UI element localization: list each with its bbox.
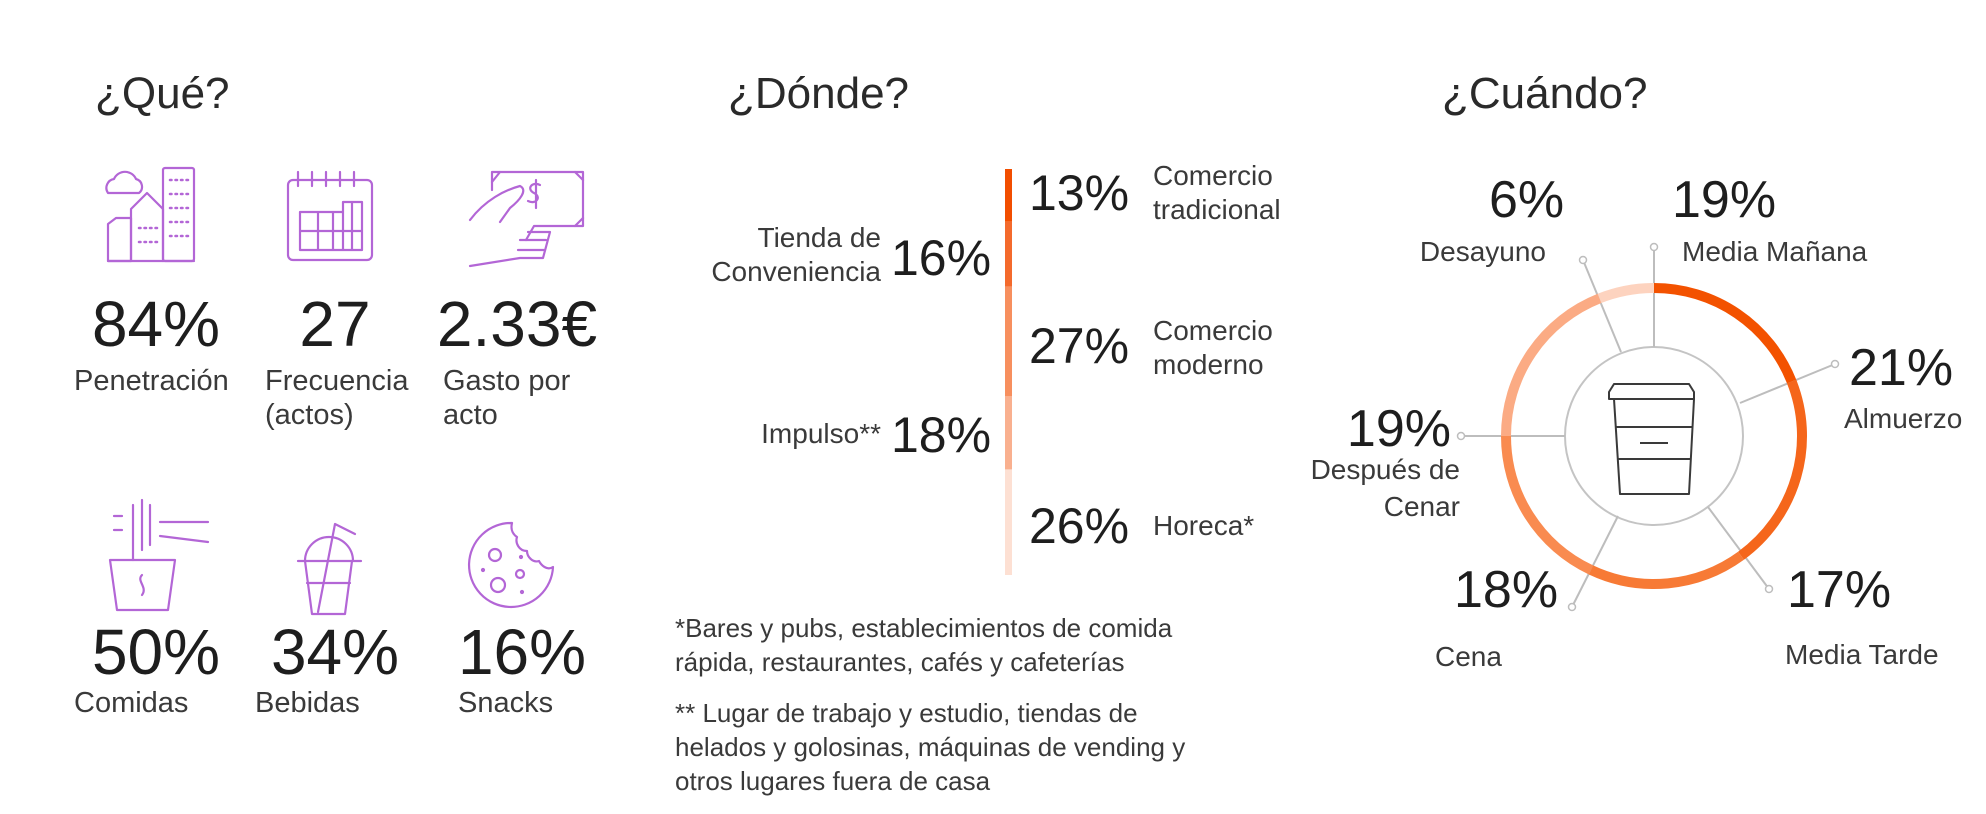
- category-value-comidas: 50%: [91, 616, 221, 688]
- hand-money-icon: [468, 170, 585, 268]
- channel-label-impulso: Impulso**: [761, 418, 881, 449]
- channel-bar-segment: [1005, 221, 1012, 287]
- channel-label-horeca: Horeca*: [1153, 510, 1255, 541]
- noodle-cup-icon: [108, 498, 210, 612]
- cookie-icon: [468, 521, 555, 609]
- leader-line: [1707, 506, 1770, 590]
- moment-label-despues-cenar: Después de Cenar: [1310, 454, 1460, 522]
- leader-dot: [1764, 584, 1774, 594]
- section-title-que: ¿Qué?: [95, 69, 230, 118]
- leader-line: [1582, 259, 1622, 353]
- leader-dot: [1567, 602, 1577, 612]
- metric-label-gasto: Gasto por acto: [443, 365, 571, 431]
- leader-dot: [1578, 255, 1588, 265]
- moment-value-almuerzo: 21%: [1849, 339, 1954, 397]
- leader-line: [1571, 515, 1619, 608]
- moment-value-media-manana: 19%: [1672, 171, 1777, 229]
- channel-value-tradicional: 13%: [1029, 165, 1130, 221]
- moment-label-media-manana: Media Mañana: [1682, 236, 1868, 267]
- moment-value-despues-cenar: 19%: [1346, 400, 1451, 458]
- category-value-bebidas: 34%: [270, 616, 400, 688]
- channel-label-moderno: Comercio moderno: [1153, 315, 1273, 380]
- channel-bar-segment: [1005, 286, 1012, 397]
- moment-label-almuerzo: Almuerzo: [1844, 403, 1963, 434]
- channel-value-impulso: 18%: [891, 407, 992, 463]
- channel-value-horeca: 26%: [1029, 498, 1130, 554]
- metric-label-penetracion: Penetración: [74, 365, 229, 397]
- category-label-snacks: Snacks: [458, 687, 554, 719]
- drink-cup-straw-icon: [296, 522, 363, 616]
- donut-segment: [1738, 379, 1807, 560]
- donut-segment: [1501, 435, 1594, 575]
- section-title-donde: ¿Dónde?: [728, 69, 910, 118]
- donut-segment: [1597, 283, 1655, 304]
- channel-value-moderno: 27%: [1029, 318, 1130, 374]
- moment-value-desayuno: 6%: [1489, 171, 1565, 229]
- moment-label-desayuno: Desayuno: [1419, 236, 1546, 267]
- channel-label-conveniencia: Tienda de Conveniencia: [711, 222, 881, 287]
- leader-dot: [1649, 242, 1659, 252]
- channel-value-conveniencia: 16%: [891, 230, 992, 286]
- moment-label-media-tarde: Media Tarde: [1785, 639, 1939, 670]
- channel-bar-segment: [1005, 396, 1012, 470]
- city-buildings-icon: [105, 166, 196, 263]
- metric-value-gasto: 2.33€: [436, 288, 598, 360]
- footnote-horeca: *Bares y pubs, establecimientos de comid…: [675, 613, 1173, 677]
- moment-value-media-tarde: 17%: [1787, 561, 1892, 619]
- donut-segment: [1653, 283, 1797, 384]
- leader-dot: [1456, 431, 1466, 441]
- inner-circle: [1564, 346, 1744, 526]
- section-title-cuando: ¿Cuándo?: [1442, 69, 1648, 118]
- category-label-bebidas: Bebidas: [255, 687, 360, 719]
- channel-label-tradicional: Comercio tradicional: [1153, 160, 1281, 225]
- channel-bar-segment: [1005, 469, 1012, 575]
- moment-label-cena: Cena: [1435, 641, 1502, 672]
- category-label-comidas: Comidas: [74, 687, 189, 719]
- metric-value-penetracion: 84%: [91, 288, 221, 360]
- coffee-cup-icon: [1608, 383, 1695, 495]
- metric-value-frecuencia: 27: [299, 288, 371, 360]
- moment-value-cena: 18%: [1454, 561, 1559, 619]
- footnote-impulso: ** Lugar de trabajo y estudio, tiendas d…: [675, 698, 1186, 796]
- donut-segment: [1501, 293, 1602, 437]
- category-value-snacks: 16%: [457, 616, 587, 688]
- calendar-icon: [286, 170, 374, 262]
- metric-label-frecuencia: Frecuencia (actos): [265, 365, 409, 431]
- channel-bar-segment: [1005, 169, 1012, 222]
- donut-segment: [1588, 551, 1744, 589]
- leader-dot: [1830, 359, 1840, 369]
